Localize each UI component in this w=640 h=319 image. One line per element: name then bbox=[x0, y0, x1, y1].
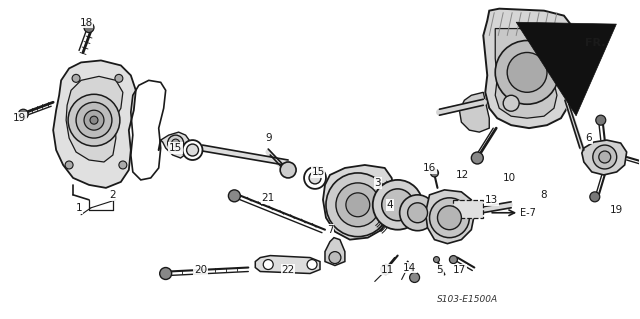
Text: 9: 9 bbox=[265, 133, 271, 143]
Polygon shape bbox=[53, 60, 136, 188]
Circle shape bbox=[72, 74, 80, 82]
Polygon shape bbox=[460, 92, 489, 132]
Circle shape bbox=[160, 268, 172, 279]
Text: 22: 22 bbox=[282, 264, 295, 275]
Circle shape bbox=[431, 169, 438, 177]
Circle shape bbox=[19, 109, 28, 119]
Circle shape bbox=[593, 145, 617, 169]
Circle shape bbox=[438, 206, 461, 230]
Circle shape bbox=[84, 110, 104, 130]
Circle shape bbox=[381, 264, 390, 274]
FancyBboxPatch shape bbox=[453, 200, 483, 218]
Text: 5: 5 bbox=[436, 264, 443, 275]
Text: 14: 14 bbox=[403, 263, 416, 272]
Circle shape bbox=[471, 152, 483, 164]
Text: 6: 6 bbox=[586, 133, 592, 143]
Text: 16: 16 bbox=[423, 163, 436, 173]
Polygon shape bbox=[582, 140, 627, 175]
Circle shape bbox=[263, 260, 273, 270]
Text: 7: 7 bbox=[326, 225, 333, 235]
Text: 17: 17 bbox=[452, 264, 466, 275]
Text: S103-E1500A: S103-E1500A bbox=[436, 295, 498, 304]
Circle shape bbox=[280, 162, 296, 178]
Text: 15: 15 bbox=[169, 143, 182, 153]
Circle shape bbox=[408, 203, 428, 223]
Polygon shape bbox=[325, 238, 345, 265]
Circle shape bbox=[590, 192, 600, 202]
Text: 12: 12 bbox=[456, 170, 469, 180]
Text: 4: 4 bbox=[387, 200, 393, 210]
Text: 3: 3 bbox=[374, 178, 381, 188]
Circle shape bbox=[84, 23, 94, 33]
Polygon shape bbox=[255, 256, 320, 273]
Circle shape bbox=[65, 161, 73, 169]
Circle shape bbox=[172, 139, 180, 147]
Text: 18: 18 bbox=[79, 18, 93, 28]
Circle shape bbox=[168, 135, 184, 151]
Circle shape bbox=[115, 74, 123, 82]
Text: 20: 20 bbox=[194, 264, 207, 275]
Circle shape bbox=[336, 183, 380, 227]
Text: FR.: FR. bbox=[585, 38, 605, 48]
Circle shape bbox=[182, 140, 202, 160]
Circle shape bbox=[68, 94, 120, 146]
Polygon shape bbox=[483, 9, 574, 128]
Circle shape bbox=[307, 260, 317, 270]
FancyArrowPatch shape bbox=[516, 22, 616, 116]
Text: 13: 13 bbox=[484, 195, 498, 205]
Circle shape bbox=[346, 193, 370, 217]
Circle shape bbox=[372, 180, 422, 230]
Circle shape bbox=[119, 161, 127, 169]
Polygon shape bbox=[495, 29, 557, 118]
Circle shape bbox=[304, 167, 326, 189]
Circle shape bbox=[309, 172, 321, 184]
Text: 10: 10 bbox=[502, 173, 516, 183]
Circle shape bbox=[329, 252, 341, 263]
Circle shape bbox=[228, 190, 241, 202]
Circle shape bbox=[399, 195, 435, 231]
Circle shape bbox=[326, 173, 390, 237]
Circle shape bbox=[449, 256, 458, 263]
Circle shape bbox=[503, 95, 519, 111]
Text: 11: 11 bbox=[381, 264, 394, 275]
Circle shape bbox=[596, 115, 605, 125]
Text: 19: 19 bbox=[13, 113, 26, 123]
Text: 8: 8 bbox=[541, 190, 547, 200]
Circle shape bbox=[429, 198, 469, 238]
Circle shape bbox=[76, 102, 112, 138]
Circle shape bbox=[599, 151, 611, 163]
Circle shape bbox=[495, 41, 559, 104]
Circle shape bbox=[507, 52, 547, 92]
Text: 19: 19 bbox=[610, 205, 623, 215]
Polygon shape bbox=[426, 190, 474, 244]
Text: 1: 1 bbox=[76, 203, 83, 213]
Polygon shape bbox=[323, 165, 395, 240]
Polygon shape bbox=[66, 76, 123, 162]
Text: 15: 15 bbox=[312, 167, 324, 177]
Circle shape bbox=[381, 189, 413, 221]
Circle shape bbox=[410, 272, 420, 282]
Polygon shape bbox=[161, 132, 191, 158]
Circle shape bbox=[433, 256, 440, 263]
Text: 2: 2 bbox=[109, 190, 116, 200]
Text: E-7: E-7 bbox=[520, 208, 536, 218]
Text: 21: 21 bbox=[262, 193, 275, 203]
Circle shape bbox=[187, 144, 198, 156]
Circle shape bbox=[90, 116, 98, 124]
